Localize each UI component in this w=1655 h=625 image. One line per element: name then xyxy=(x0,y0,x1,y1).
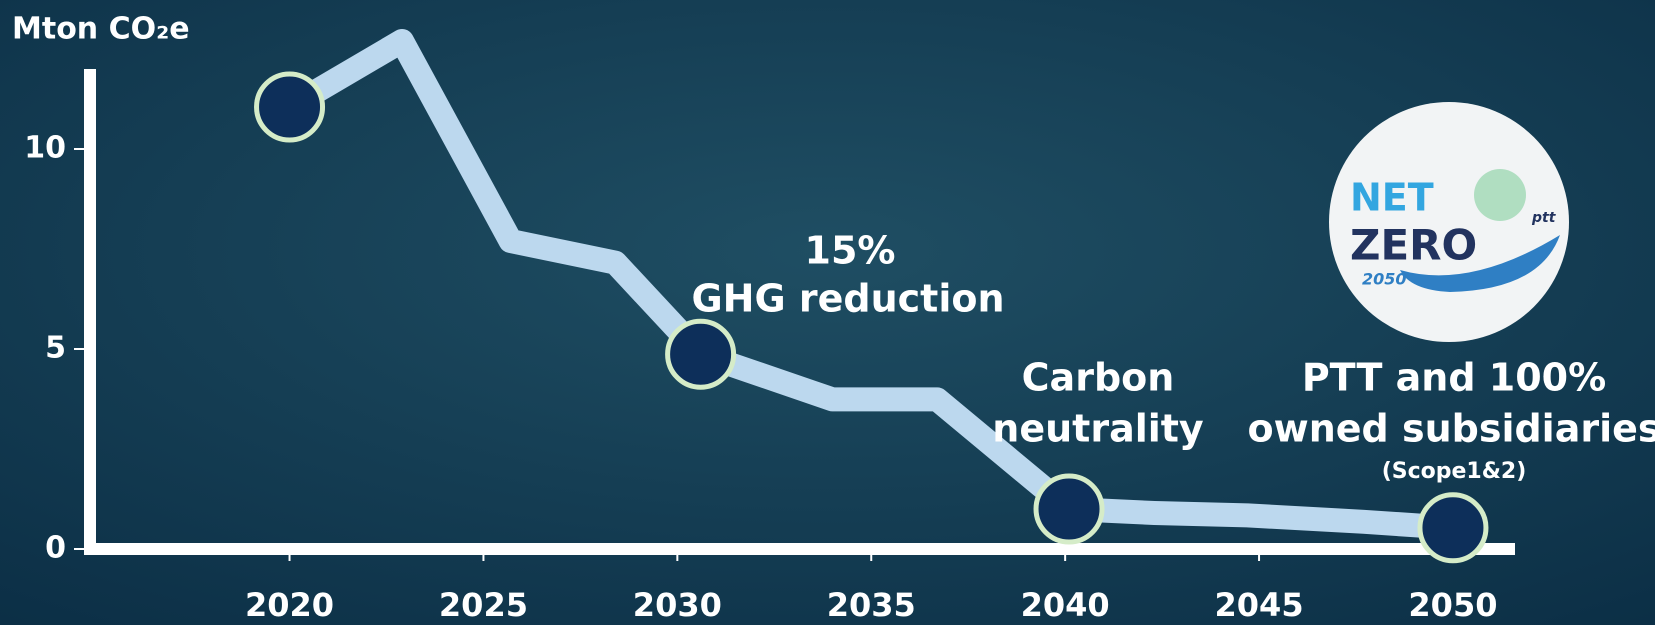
logo-text: 2050 xyxy=(1362,270,1407,289)
annotation: (Scope1&2) xyxy=(1382,459,1527,484)
x-tick-label: 2020 xyxy=(245,586,334,624)
y-tick-label: 5 xyxy=(45,331,66,366)
marker xyxy=(1033,473,1105,545)
logo-wave xyxy=(1400,235,1560,292)
logo-text: ptt xyxy=(1531,210,1557,226)
y-tick-label: 0 xyxy=(45,531,66,566)
marker xyxy=(1417,492,1489,564)
marker xyxy=(254,71,326,143)
line xyxy=(277,29,1465,540)
annotation: PTT and 100% xyxy=(1302,356,1606,400)
annotation: 15% xyxy=(805,229,896,273)
logo-text: NET xyxy=(1350,176,1434,220)
y-tick-label: 10 xyxy=(24,131,66,166)
x-tick-label: 2050 xyxy=(1408,586,1497,624)
y-axis-label: Mton CO₂e xyxy=(12,12,190,47)
annotation: GHG reduction xyxy=(691,277,1004,321)
x-tick-label: 2040 xyxy=(1021,586,1110,624)
annotation: Carbon xyxy=(1022,356,1175,400)
logo-text: ZERO xyxy=(1350,221,1477,270)
annotation: neutrality xyxy=(992,407,1204,451)
x-tick-label: 2035 xyxy=(827,586,916,624)
x-tick-label: 2030 xyxy=(633,586,722,624)
annotation: owned subsidiaries xyxy=(1247,407,1655,451)
marker xyxy=(665,318,737,390)
x-tick-label: 2045 xyxy=(1215,586,1304,624)
logo: NET ZERO 2050 ptt xyxy=(1329,102,1569,342)
logo-tree xyxy=(1474,169,1526,221)
x-tick-label: 2025 xyxy=(439,586,528,624)
